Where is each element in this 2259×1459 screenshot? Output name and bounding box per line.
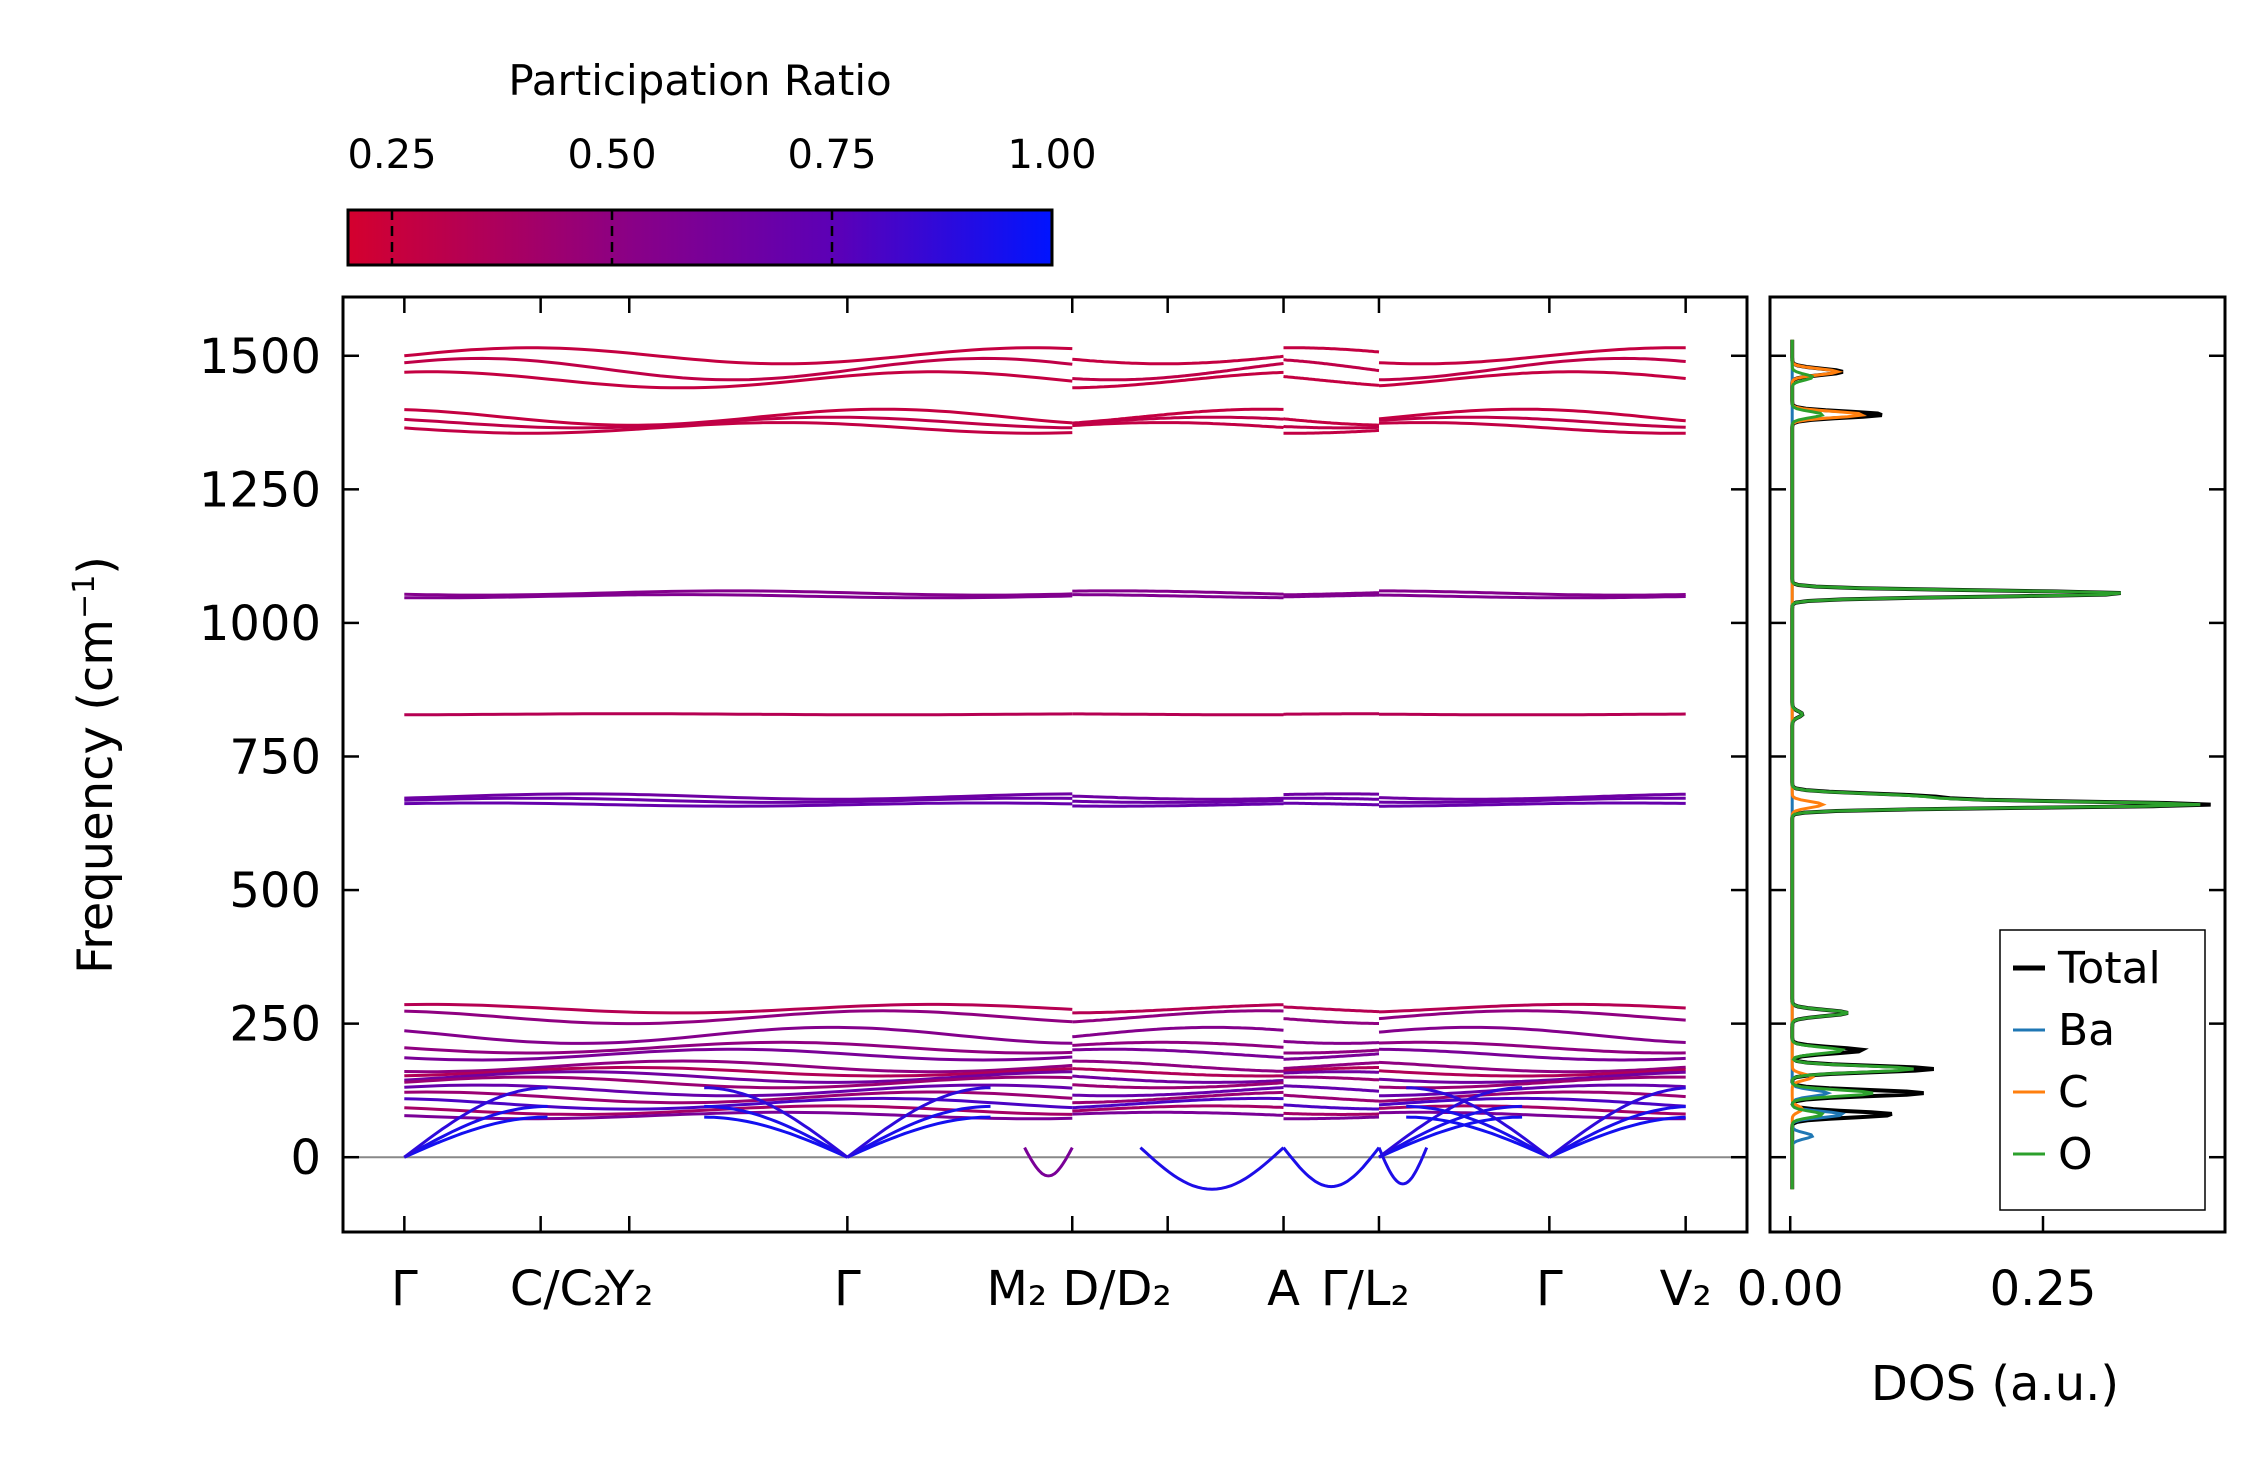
phonon-band <box>1379 714 1686 715</box>
colorbar-tick-label: 0.75 <box>787 132 876 178</box>
phonon-band <box>404 714 1072 715</box>
y-tick-label: 1000 <box>199 596 321 652</box>
phonon-band <box>1072 423 1283 428</box>
y-axis-label-end: ) <box>68 556 124 575</box>
phonon-band <box>1284 348 1380 352</box>
phonon-band <box>1072 1083 1283 1088</box>
y-tick-label: 500 <box>229 863 321 919</box>
phonon-band <box>1072 364 1283 380</box>
phonon-band <box>1072 800 1283 802</box>
legend-label-o: O <box>2058 1129 2093 1180</box>
phonon-band <box>1284 595 1380 597</box>
phonon-band <box>1284 803 1380 805</box>
phonon-band <box>1284 1072 1380 1073</box>
phonon-band <box>1284 1086 1380 1091</box>
phonon-band <box>404 1027 1072 1043</box>
phonon-band <box>1379 358 1686 379</box>
x-tick-label: Γ/L₂ <box>1321 1261 1410 1317</box>
phonon-band <box>1284 1050 1380 1053</box>
phonon-band <box>1284 1041 1380 1043</box>
y-tick-label: 0 <box>290 1130 321 1186</box>
phonon-band <box>1072 1049 1283 1057</box>
phonon-band <box>404 1004 1072 1013</box>
phonon-band <box>1072 714 1283 715</box>
y-tick-label: 1250 <box>199 462 321 518</box>
x-tick-label: M₂ D/D₂ <box>986 1261 1171 1317</box>
x-tick-label: A <box>1267 1261 1300 1317</box>
x-tick-label: Γ <box>834 1261 861 1317</box>
phonon-band <box>1284 1077 1380 1080</box>
phonon-band <box>1284 1113 1380 1114</box>
phonon-band <box>1072 1112 1283 1115</box>
x-tick-label: Γ <box>1536 1261 1563 1317</box>
colorbar-tick-label: 0.50 <box>567 132 656 178</box>
acoustic-branch <box>704 1117 847 1157</box>
phonon-band <box>1072 796 1283 799</box>
y-axis-label: Frequency (cm−1) <box>67 556 124 974</box>
phonon-band <box>1284 360 1380 371</box>
x-tick-label: Y₂ <box>604 1261 654 1317</box>
colorbar-title: Participation Ratio <box>508 56 891 105</box>
dos-panel: 0.00 0.25 DOS (a.u.) Total Ba CO <box>1737 297 2225 1412</box>
legend: Total Ba CO <box>2000 930 2205 1210</box>
colorbar-tick-label: 0.25 <box>347 132 436 178</box>
colorbar-tick-label: 1.00 <box>1007 132 1096 178</box>
phonon-band <box>1284 1117 1380 1119</box>
dos-x-axis-label: DOS (a.u.) <box>1871 1356 2119 1412</box>
phonon-band <box>1284 1054 1380 1059</box>
phonon-band <box>1072 356 1283 364</box>
phonon-band <box>1284 794 1380 795</box>
phonon-band <box>1284 377 1380 386</box>
phonon-band <box>1379 1027 1686 1042</box>
legend-label-total: Total <box>2057 943 2161 994</box>
phonon-band <box>1284 427 1380 428</box>
imaginary-mode <box>1025 1148 1073 1176</box>
phonon-band <box>1072 804 1283 807</box>
phonon-band <box>404 348 1072 364</box>
legend-label-c: C <box>2058 1067 2089 1118</box>
phonon-band <box>1284 798 1380 799</box>
legend-label-ba: Ba <box>2058 1005 2115 1056</box>
phonon-band <box>1379 1011 1686 1020</box>
y-tick-label: 250 <box>229 997 321 1053</box>
phonon-band <box>1284 1007 1380 1012</box>
phonon-band <box>1072 1027 1283 1036</box>
y-axis-label-sup: −1 <box>67 575 102 619</box>
acoustic-branch <box>404 1117 547 1157</box>
colorbar-gradient <box>348 210 1052 265</box>
x-tick-label: Γ <box>391 1261 418 1317</box>
colorbar: Participation Ratio 0.25 0.50 0.75 1.00 <box>347 56 1096 265</box>
phonon-band <box>1379 1062 1686 1071</box>
phonon-band <box>1379 348 1686 364</box>
phonon-band <box>1284 1095 1380 1101</box>
phonon-band <box>1284 1105 1380 1109</box>
x-tick-label: C/C₂ <box>510 1261 612 1317</box>
imaginary-mode <box>1284 1148 1380 1187</box>
phonon-band <box>1284 419 1380 425</box>
phonon-band <box>1379 1049 1686 1060</box>
imaginary-mode <box>1140 1148 1283 1190</box>
dos-x-tick-label: 0.25 <box>1990 1261 2097 1317</box>
y-tick-label: 1500 <box>199 329 321 385</box>
acoustic-branch <box>847 1117 990 1157</box>
phonon-band <box>1072 1042 1283 1047</box>
phonon-band <box>1072 595 1283 598</box>
phonon-band <box>1284 430 1380 433</box>
phonon-band <box>404 1042 1072 1053</box>
dos-x-tick-label: 0.00 <box>1737 1261 1844 1317</box>
y-tick-label: 750 <box>229 729 321 785</box>
y-axis-label-base: Frequency (cm <box>68 619 124 974</box>
phonon-band <box>1284 1019 1380 1024</box>
x-tick-label: V₂ <box>1660 1261 1712 1317</box>
